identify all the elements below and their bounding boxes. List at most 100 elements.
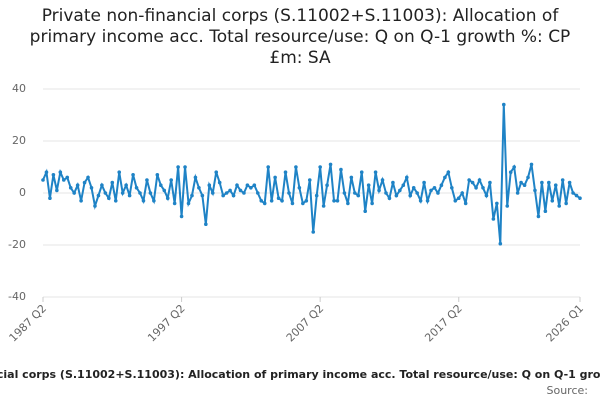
data-point (197, 186, 201, 190)
data-point (564, 201, 568, 206)
data-point (169, 178, 173, 182)
data-point (533, 188, 537, 193)
data-point (124, 183, 128, 187)
data-point (287, 191, 291, 195)
data-point (110, 180, 115, 185)
data-point (359, 170, 364, 174)
data-point (238, 188, 243, 193)
data-point (422, 180, 426, 185)
data-point (519, 180, 523, 185)
data-point (117, 170, 122, 174)
data-point (353, 191, 357, 195)
data-point (346, 201, 350, 206)
data-point (408, 193, 413, 198)
data-point (526, 175, 530, 180)
data-point (540, 180, 544, 185)
data-point (501, 102, 506, 107)
data-point (107, 196, 111, 200)
data-point (297, 186, 302, 190)
data-point (82, 180, 87, 185)
data-point (328, 162, 333, 167)
data-point (356, 193, 361, 198)
data-point (373, 170, 378, 174)
data-point (134, 186, 139, 190)
data-point (89, 186, 94, 190)
series-line (42, 104, 581, 244)
data-point (339, 167, 343, 172)
data-point (391, 180, 395, 185)
data-point (176, 165, 180, 169)
x-tick-label: 2007 Q2 (284, 302, 327, 345)
data-point (498, 241, 503, 246)
data-point (477, 178, 482, 182)
data-point (425, 199, 430, 203)
y-tick-label: -20 (8, 238, 26, 251)
data-point (481, 186, 485, 190)
x-tick-label: 1997 Q2 (145, 302, 188, 345)
data-point (235, 183, 239, 187)
data-point (529, 162, 534, 167)
data-point (557, 204, 562, 208)
data-point (58, 170, 63, 174)
data-point (231, 193, 236, 198)
data-point (148, 191, 153, 195)
data-point (210, 191, 215, 195)
data-point (269, 199, 274, 203)
data-point (450, 186, 454, 190)
data-point (200, 193, 205, 198)
data-point (304, 199, 309, 203)
data-point (571, 191, 575, 195)
data-point (131, 173, 135, 177)
data-point (578, 196, 582, 200)
data-point (418, 199, 423, 203)
data-point (488, 180, 492, 185)
data-point (186, 201, 191, 206)
data-point (567, 180, 572, 185)
data-point (262, 201, 267, 206)
data-point (193, 175, 198, 180)
data-point (370, 201, 374, 206)
data-point (398, 188, 402, 193)
data-point (349, 175, 354, 180)
data-point (384, 191, 388, 195)
data-point (138, 191, 142, 195)
y-tick-label: 20 (12, 134, 26, 147)
data-point (491, 217, 496, 221)
data-point (318, 165, 322, 169)
data-point (204, 222, 208, 226)
data-point (484, 193, 489, 198)
data-point (280, 199, 284, 203)
data-point (550, 199, 555, 203)
data-point (224, 191, 229, 195)
data-point (443, 175, 447, 180)
data-point (183, 165, 187, 169)
data-point (259, 199, 264, 203)
data-point (79, 199, 83, 203)
data-point (172, 201, 177, 206)
data-point (411, 186, 416, 190)
data-point (294, 165, 298, 169)
data-point (508, 170, 513, 174)
y-tick-label: -40 (8, 290, 26, 303)
source-label: Source: (547, 384, 589, 397)
data-point (255, 191, 260, 195)
chart-title: Private non-financial corps (S.11002+S.1… (29, 6, 571, 68)
y-tick-label: 0 (19, 186, 26, 199)
data-point (394, 193, 399, 198)
data-point (387, 196, 392, 200)
data-point (453, 199, 458, 203)
data-point (158, 183, 163, 187)
data-point (86, 175, 90, 180)
data-point (155, 173, 160, 177)
data-point (363, 209, 368, 213)
data-point (522, 183, 527, 187)
data-point (446, 170, 451, 174)
data-point (96, 193, 101, 198)
data-point (276, 196, 281, 200)
data-point (456, 196, 461, 200)
x-tick-label: 2026 Q1 (544, 302, 587, 345)
data-point (415, 191, 419, 195)
data-point (467, 178, 471, 182)
